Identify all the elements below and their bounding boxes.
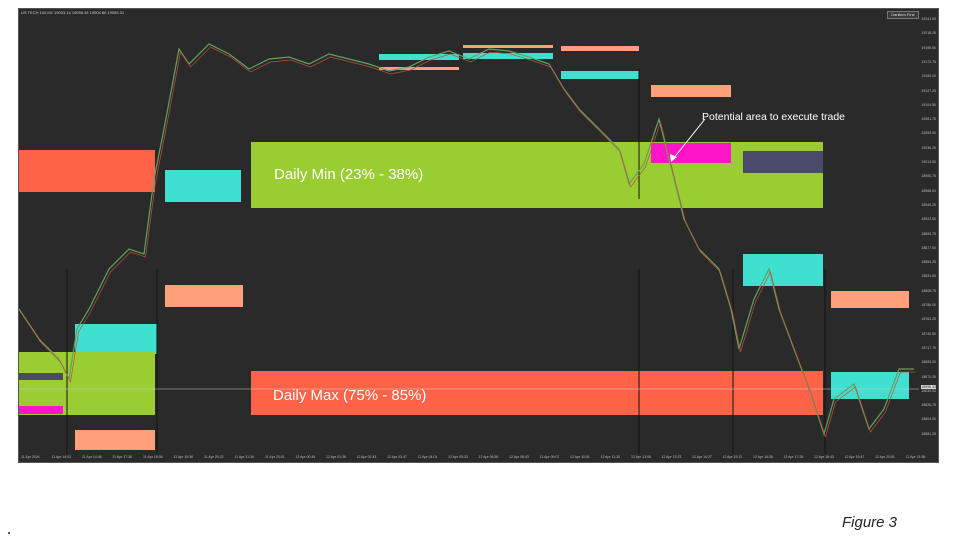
price-tick: 19195.50 (921, 45, 936, 50)
cyan-zone-4 (831, 372, 909, 399)
time-tick: 11 Apr 14:02 (51, 455, 72, 459)
time-tick: 12 Apr 06:59 (478, 455, 499, 459)
salmon-zone-5 (561, 46, 639, 51)
time-tick: 11 Apr 21:36 (234, 455, 255, 459)
time-tick: 12 Apr 21:55 (905, 455, 926, 459)
overlay-toggle-button[interactable]: Daniken Fine (887, 11, 919, 19)
price-tick: 18945.25 (921, 202, 936, 207)
cyan-zone-6 (379, 54, 459, 60)
price-line-shadow (20, 46, 916, 439)
cyan-zone-5 (561, 71, 639, 79)
salmon-zone-2 (75, 430, 155, 450)
time-tick: 12 Apr 13:23 (661, 455, 682, 459)
salmon-zone-3 (831, 291, 909, 308)
price-tick: 19241.00 (921, 17, 936, 21)
current-price-tag: 18996.33 (921, 385, 936, 389)
price-tick: 18717.75 (921, 345, 936, 350)
time-tick: 12 Apr 03:47 (387, 455, 407, 459)
page-dot-mark (8, 532, 10, 534)
chart-symbol-header: US TECH 100,M1 19003.14 19058.45 19004.8… (21, 10, 125, 15)
green-zone-left (19, 352, 155, 415)
time-axis: 11 Apr 2024 11 Apr 14:02 11 Apr 14:46 11 Ap… (19, 455, 925, 461)
price-tick: 18604.00 (921, 417, 936, 422)
time-tick: 12 Apr 14:27 (692, 455, 712, 459)
price-tick: 19036.25 (921, 145, 936, 150)
time-tick: 12 Apr 20:51 (875, 455, 895, 459)
time-tick: 12 Apr 10:51 (570, 455, 590, 459)
price-tick: 19127.25 (921, 88, 936, 93)
price-tick: 18763.25 (921, 317, 936, 322)
time-tick: 12 Apr 17:39 (783, 455, 804, 459)
trade-area-callout-label: Potential area to execute trade (702, 111, 846, 123)
price-tick: 19172.75 (921, 59, 936, 64)
price-tick: 18899.75 (921, 231, 936, 236)
price-line (19, 43, 914, 437)
time-tick: 11 Apr 17:36 (112, 455, 133, 459)
price-axis: 19241.00 19218.25 19195.50 19172.75 19150.00… (916, 17, 938, 447)
slate-zone-right (743, 151, 823, 173)
price-tick: 18786.00 (921, 303, 936, 307)
price-tick: 18626.75 (921, 403, 936, 408)
price-tick: 19081.75 (921, 117, 936, 122)
price-chart[interactable] (19, 9, 939, 463)
price-tick: 19013.50 (921, 160, 936, 164)
time-tick: 12 Apr 13:08 (631, 455, 651, 459)
time-tick: 12 Apr 00:45 (295, 455, 316, 459)
salmon-zone-4 (651, 85, 731, 97)
time-tick: 12 Apr 01:36 (326, 455, 346, 459)
time-tick: 12 Apr 09:07 (539, 455, 560, 459)
price-tick: 18649.50 (921, 388, 936, 393)
price-tick: 19059.00 (921, 131, 936, 136)
salmon-zone-1 (165, 285, 243, 307)
price-tick: 18740.50 (921, 331, 936, 336)
price-tick: 18581.25 (921, 431, 936, 436)
time-tick: 11 Apr 23:01 (265, 455, 285, 459)
magenta-zone-left (19, 406, 63, 414)
cyan-zone-7 (463, 53, 553, 59)
magenta-zone-trade (651, 143, 731, 163)
price-tick: 18672.25 (921, 374, 936, 379)
price-tick: 18808.75 (921, 288, 936, 293)
salmon-zone-7 (463, 45, 553, 48)
chart-window[interactable]: US TECH 100,M1 19003.14 19058.45 19004.8… (18, 8, 939, 463)
time-tick: 12 Apr 18:43 (814, 455, 834, 459)
daily-min-zone-label: Daily Min (23% - 38%) (274, 166, 424, 183)
figure-caption: Figure 3 (842, 514, 898, 531)
time-tick: 12 Apr 08:03 (509, 455, 529, 459)
cyan-zone-2 (75, 324, 157, 354)
cyan-zone-1 (165, 170, 241, 202)
time-tick: 12 Apr 16:35 (753, 455, 773, 459)
price-tick: 18968.00 (921, 188, 936, 193)
time-tick: 11 Apr 14:46 (82, 455, 102, 459)
time-tick: 12 Apr 02:43 (356, 455, 377, 459)
callout-arrow-head (670, 154, 677, 162)
time-tick: 11 Apr 19:36 (173, 455, 194, 459)
price-tick: 18695.00 (921, 360, 936, 365)
price-tick: 18831.50 (921, 274, 936, 279)
time-tick: 12 Apr 11:30 (600, 455, 621, 459)
time-tick: 12 Apr 15:31 (722, 455, 743, 459)
time-tick: 12 Apr 04:01 (417, 455, 438, 459)
salmon-zone-6 (379, 67, 459, 70)
price-tick: 19104.50 (921, 102, 936, 107)
price-tick: 18922.50 (921, 217, 936, 222)
price-tick: 18877.00 (921, 245, 936, 250)
daily-max-zone-label: Daily Max (75% - 85%) (273, 387, 427, 404)
callout-arrow-line (672, 118, 706, 160)
time-tick: 12 Apr 19:47 (844, 455, 865, 459)
price-tick: 18854.25 (921, 260, 936, 265)
time-tick: 11 Apr 18:04 (143, 455, 163, 459)
price-tick: 19150.00 (921, 74, 936, 79)
cyan-zone-3 (743, 254, 823, 286)
slate-zone-left (19, 373, 63, 380)
price-tick: 18990.75 (921, 174, 936, 179)
price-tick: 19218.25 (921, 31, 936, 36)
red-zone-upper-left (19, 150, 155, 192)
daily-max-zone (251, 371, 823, 415)
time-tick: 12 Apr 05:33 (448, 455, 468, 459)
time-tick: 11 Apr 20:22 (204, 455, 224, 459)
time-tick: 11 Apr 2024 (21, 455, 40, 459)
